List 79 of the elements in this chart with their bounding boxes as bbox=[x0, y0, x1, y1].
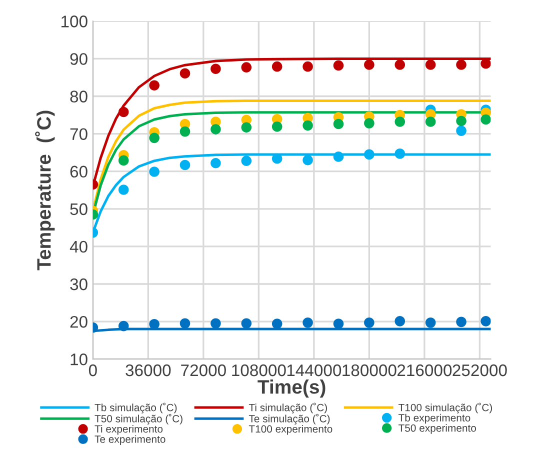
point bbox=[149, 319, 160, 330]
x-tick-label: 108000 bbox=[232, 364, 286, 376]
point bbox=[456, 126, 466, 136]
point bbox=[333, 118, 344, 130]
point bbox=[118, 320, 129, 332]
point bbox=[394, 116, 406, 127]
point bbox=[456, 60, 466, 70]
y-axis-title: Temperature (˚C) bbox=[35, 110, 55, 270]
x-tick-label: 0 bbox=[88, 364, 97, 376]
point bbox=[118, 106, 129, 118]
point bbox=[302, 120, 313, 131]
point bbox=[272, 153, 282, 164]
legend-label: Te experimento bbox=[94, 435, 166, 445]
y-tick-label: 100 bbox=[62, 16, 88, 28]
point bbox=[118, 184, 129, 195]
x-tick-label: 36000 bbox=[126, 364, 171, 376]
legend-label: Tb experimento bbox=[398, 414, 470, 424]
point bbox=[180, 318, 190, 329]
point bbox=[302, 318, 313, 328]
point bbox=[210, 64, 221, 74]
point bbox=[394, 60, 406, 70]
point bbox=[180, 126, 190, 137]
legend-label: Ti simulação (˚C) bbox=[248, 402, 327, 414]
point bbox=[210, 124, 221, 134]
point bbox=[456, 116, 466, 126]
point bbox=[302, 61, 313, 72]
point bbox=[241, 122, 252, 133]
point bbox=[480, 316, 491, 326]
point bbox=[272, 318, 282, 329]
point bbox=[149, 132, 160, 144]
point bbox=[333, 318, 344, 329]
point bbox=[241, 156, 252, 166]
x-axis-title: Time(s) bbox=[258, 380, 326, 398]
legend-label: T100 simulação (˚C) bbox=[398, 402, 492, 414]
point bbox=[480, 114, 491, 125]
y-tick-label: 10 bbox=[70, 354, 88, 366]
legend-label: Te simulação (˚C) bbox=[248, 414, 330, 424]
x-tick-label: 180000 bbox=[342, 364, 396, 376]
point bbox=[180, 160, 190, 170]
point bbox=[149, 80, 160, 91]
point bbox=[364, 60, 374, 70]
point bbox=[302, 154, 313, 166]
point bbox=[118, 155, 129, 166]
y-tick-label: 50 bbox=[70, 203, 88, 216]
point bbox=[180, 68, 190, 78]
x-tick-label: 252000 bbox=[452, 364, 507, 376]
point bbox=[241, 62, 252, 72]
point bbox=[149, 166, 160, 177]
y-tick-label: 60 bbox=[70, 166, 88, 178]
legend-label: T100 experimento bbox=[248, 425, 332, 435]
point bbox=[333, 60, 344, 71]
point bbox=[394, 148, 406, 159]
point bbox=[210, 318, 221, 329]
point bbox=[210, 158, 221, 168]
point bbox=[272, 61, 282, 72]
x-tick-label: 144000 bbox=[287, 364, 342, 376]
point bbox=[425, 318, 436, 328]
y-tick-label: 80 bbox=[70, 90, 88, 102]
point bbox=[456, 316, 466, 328]
point bbox=[364, 318, 374, 328]
point bbox=[241, 318, 252, 329]
y-tick-label: 30 bbox=[70, 278, 88, 290]
legend-label: Ti experimento bbox=[94, 425, 163, 435]
x-tick-label: 72000 bbox=[181, 364, 226, 376]
y-tick-label: 20 bbox=[70, 316, 88, 328]
point bbox=[394, 316, 406, 326]
y-tick-label: 70 bbox=[70, 128, 88, 140]
point bbox=[272, 122, 282, 132]
y-tick-label: 90 bbox=[70, 53, 88, 65]
point bbox=[364, 149, 374, 160]
y-tick-label: 40 bbox=[70, 240, 88, 253]
point bbox=[425, 60, 436, 70]
x-tick-label: 216000 bbox=[397, 364, 452, 376]
point bbox=[425, 116, 436, 127]
legend-label: T50 simulação (˚C) bbox=[94, 414, 182, 424]
legend-label: Tb simulação (˚C) bbox=[94, 402, 177, 414]
point bbox=[364, 118, 374, 128]
legend-label: T50 experimento bbox=[398, 424, 476, 434]
point bbox=[333, 152, 344, 162]
